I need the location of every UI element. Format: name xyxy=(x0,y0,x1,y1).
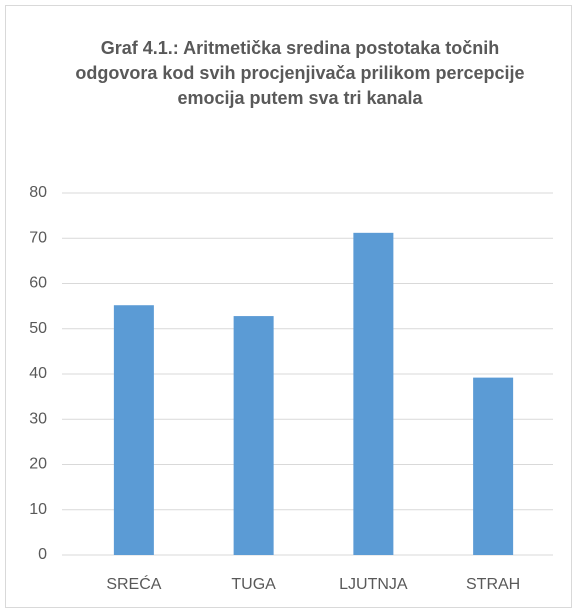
bar xyxy=(473,377,514,555)
y-tick-label: 50 xyxy=(29,320,47,337)
y-tick-label: 60 xyxy=(29,275,47,292)
chart-title: Graf 4.1.: Aritmetička sredina postotaka… xyxy=(75,38,525,108)
y-tick-label: 70 xyxy=(29,229,47,246)
y-tick-label: 0 xyxy=(38,546,47,563)
bar xyxy=(353,232,394,555)
y-tick-label: 20 xyxy=(29,456,47,473)
x-tick-label: SREĆA xyxy=(106,574,161,593)
bar xyxy=(233,316,274,555)
y-tick-label: 30 xyxy=(29,410,47,427)
y-tick-label: 80 xyxy=(29,184,47,201)
y-tick-label: 40 xyxy=(29,365,47,382)
x-tick-label: STRAH xyxy=(466,576,520,593)
x-tick-label: TUGA xyxy=(231,576,276,593)
x-tick-label: LJUTNJA xyxy=(339,576,408,593)
y-tick-label: 10 xyxy=(29,501,47,518)
bar xyxy=(113,305,154,555)
